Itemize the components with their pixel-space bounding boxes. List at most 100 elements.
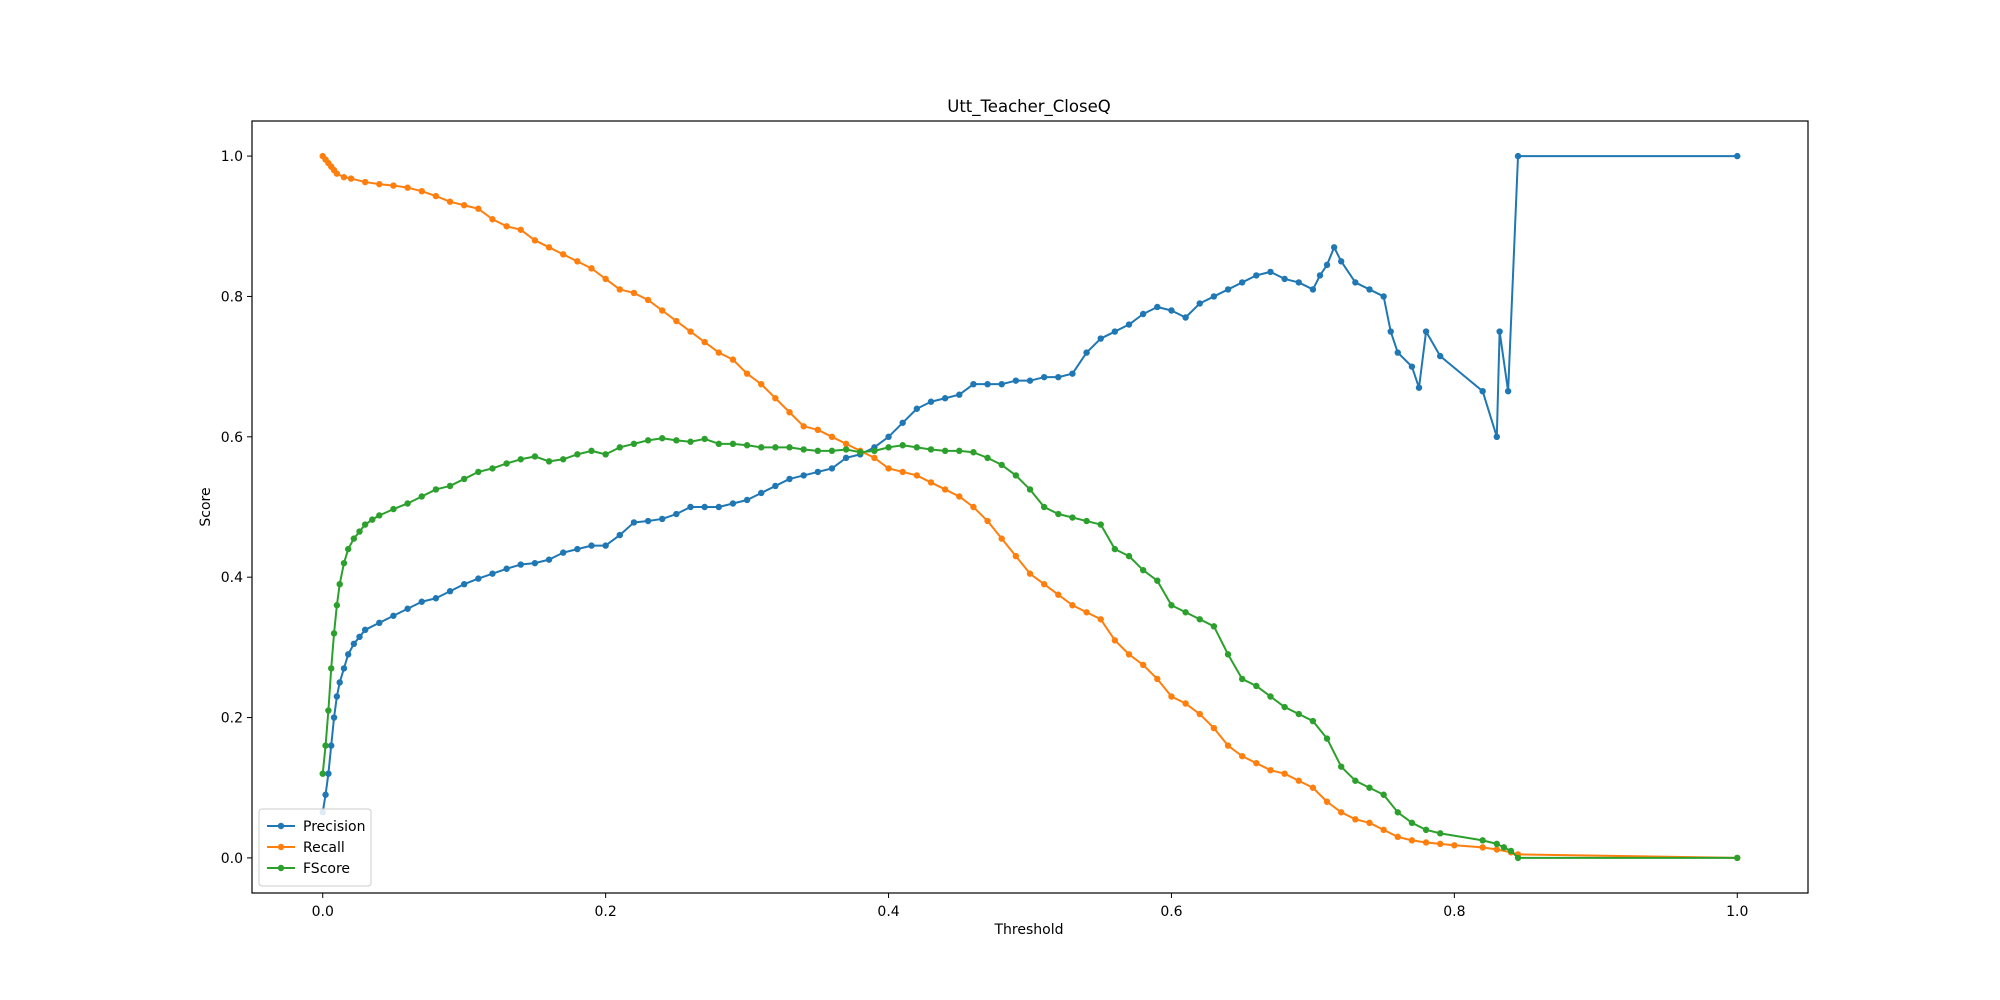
- precision-point: [404, 605, 411, 612]
- recall-point: [531, 237, 539, 244]
- precision-point: [432, 595, 440, 602]
- precision-point: [941, 395, 949, 402]
- fscore-point: [517, 456, 524, 463]
- recall-point: [1267, 766, 1274, 774]
- y-axis: 0.0 0.2 0.4 0.6 0.8 1.0: [221, 149, 252, 867]
- precision-point: [356, 633, 363, 641]
- precision-point: [772, 482, 779, 490]
- recall-point: [1323, 798, 1331, 805]
- precision-point: [330, 714, 338, 721]
- precision-point: [616, 531, 623, 539]
- fscore-point: [1139, 566, 1147, 574]
- legend: Precision Recall FScore: [258, 808, 372, 887]
- precision-point: [418, 598, 425, 605]
- precision-point: [1055, 373, 1062, 381]
- fscore-point: [361, 521, 369, 528]
- recall-point: [560, 251, 567, 258]
- x-axis-label: Threshold: [994, 922, 1064, 938]
- precision-point: [446, 588, 454, 595]
- precision-point: [350, 640, 358, 648]
- recall-point: [1493, 846, 1501, 853]
- series-precision: [319, 152, 1741, 816]
- x-tick-label: 0.2: [595, 904, 617, 920]
- recall-point: [446, 198, 454, 205]
- recall-point: [1352, 816, 1359, 823]
- legend-label: Recall: [303, 840, 345, 856]
- fscore-point: [460, 475, 468, 483]
- precision-point: [475, 575, 482, 582]
- legend-label: Precision: [303, 819, 365, 835]
- fscore-point: [913, 444, 921, 451]
- precision-point: [1026, 377, 1034, 384]
- y-tick-label: 1.0: [221, 149, 243, 165]
- fscore-point: [1083, 517, 1090, 525]
- precision-point: [956, 391, 963, 398]
- recall-point: [1026, 570, 1034, 577]
- recall-point: [574, 258, 581, 265]
- fscore-point: [1012, 472, 1020, 479]
- recall-point: [1451, 842, 1458, 849]
- recall-point: [842, 440, 850, 448]
- recall-point: [1083, 609, 1090, 616]
- precision-point: [828, 465, 836, 472]
- fscore-point: [1309, 717, 1317, 725]
- fscore-point: [1267, 693, 1274, 700]
- recall-point: [1224, 742, 1232, 749]
- fscore-point: [432, 486, 440, 493]
- precision-point: [1437, 352, 1444, 360]
- y-tick-label: 0.2: [221, 711, 243, 727]
- fscore-point: [1026, 486, 1034, 493]
- precision-point: [602, 542, 609, 549]
- precision-point: [1238, 279, 1246, 286]
- fscore-point: [1507, 847, 1515, 855]
- fscore-point: [1111, 545, 1119, 553]
- fscore-point: [475, 468, 482, 476]
- recall-point: [1040, 581, 1048, 588]
- recall-point: [871, 454, 878, 462]
- fscore-point: [319, 770, 326, 777]
- fscore-point: [984, 454, 991, 462]
- recall-point: [1069, 602, 1076, 609]
- recall-point: [743, 370, 751, 377]
- fscore-point: [340, 559, 348, 567]
- precision-point: [503, 565, 510, 572]
- fscore-point: [1055, 510, 1062, 518]
- precision-point: [333, 693, 341, 700]
- fscore-point: [336, 581, 343, 588]
- fscore-point: [344, 545, 352, 553]
- fscore-point: [446, 482, 454, 490]
- recall-point: [1238, 752, 1246, 760]
- precision-point: [1479, 388, 1486, 395]
- precision-point: [800, 472, 807, 479]
- fscore-point: [1154, 577, 1161, 584]
- precision-point: [1380, 293, 1387, 300]
- precision-point: [729, 500, 737, 507]
- recall-point: [1366, 819, 1373, 827]
- precision-point: [913, 405, 921, 412]
- fscore-point: [1323, 735, 1331, 742]
- legend-item-recall: Recall: [267, 840, 345, 856]
- fscore-point: [588, 447, 595, 455]
- precision-point: [644, 517, 652, 525]
- recall-point: [701, 338, 708, 346]
- fscore-point: [574, 451, 581, 458]
- fscore-point: [644, 437, 652, 444]
- legend-swatch-marker: [277, 843, 285, 851]
- fscore-point: [350, 535, 358, 542]
- fscore-point: [1734, 854, 1741, 862]
- precision-point: [673, 510, 680, 518]
- precision-point: [1338, 258, 1345, 265]
- precision-point: [842, 454, 850, 462]
- recall-point: [941, 486, 949, 493]
- fscore-point: [1295, 710, 1302, 718]
- fscore-point: [616, 444, 623, 451]
- fscore-point: [390, 505, 397, 513]
- fscore-point: [814, 447, 822, 455]
- precision-point: [588, 542, 595, 549]
- series-layer: [319, 152, 1741, 862]
- recall-point: [956, 493, 963, 500]
- fscore-point: [857, 449, 864, 456]
- fscore-point: [899, 442, 906, 449]
- fscore-point: [885, 444, 892, 451]
- recall-point: [913, 472, 921, 479]
